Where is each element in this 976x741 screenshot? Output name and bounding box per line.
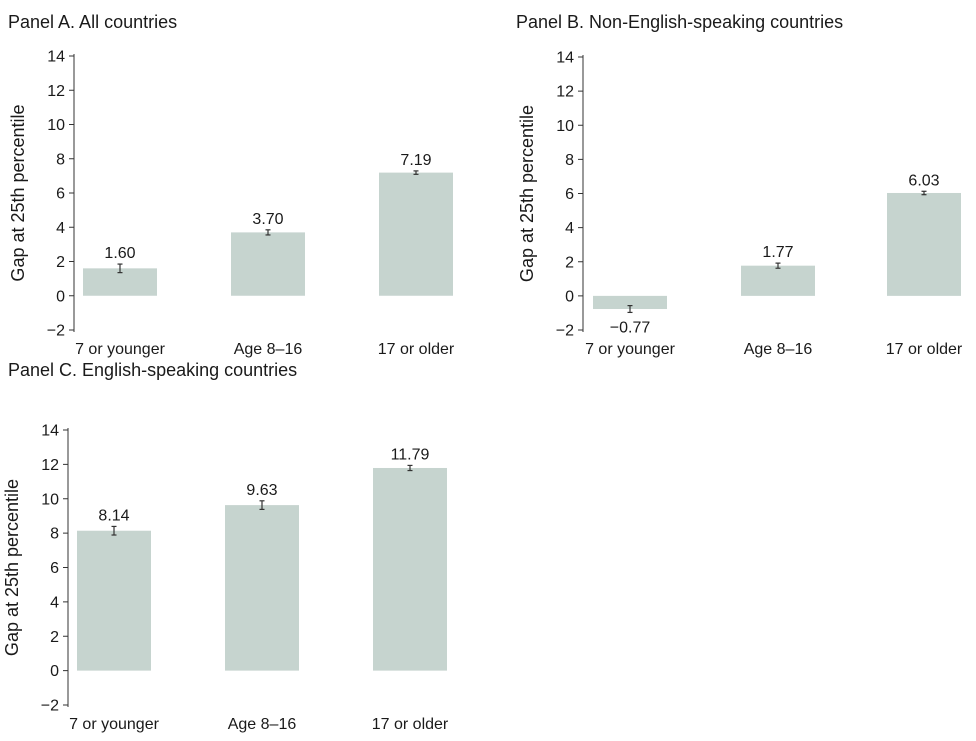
panel-title: Panel C. English-speaking countries (8, 360, 297, 380)
x-tick-label: 17 or older (378, 341, 455, 358)
y-tick-label: 12 (41, 457, 59, 474)
y-tick-label: 0 (56, 288, 65, 305)
y-tick-label: 8 (56, 151, 65, 168)
x-tick-label: Age 8–16 (744, 341, 813, 358)
panel-b: Panel B. Non-English-speaking countries −… (516, 12, 963, 358)
y-tick-label: 14 (47, 49, 65, 66)
bar (373, 467, 447, 671)
y-tick-label: 8 (565, 152, 574, 169)
bar (741, 265, 815, 296)
y-tick-label: 2 (56, 254, 65, 271)
y-tick-label: 0 (565, 288, 574, 305)
x-tick-label: 7 or younger (585, 341, 676, 358)
y-tick-label: 4 (50, 594, 59, 611)
data-label: 8.14 (98, 507, 129, 524)
y-tick-label: 12 (556, 84, 574, 101)
panel-title: Panel A. All countries (8, 12, 177, 32)
bar (379, 172, 453, 296)
bar (77, 530, 151, 671)
y-tick-label: 6 (565, 186, 574, 203)
data-label: 9.63 (246, 482, 277, 499)
bar (887, 192, 961, 296)
x-tick-label: Age 8–16 (234, 341, 303, 358)
y-tick-label: 2 (565, 254, 574, 271)
y-tick-label: 10 (41, 491, 59, 508)
x-tick-label: 7 or younger (69, 716, 160, 733)
y-tick-label: 8 (50, 526, 59, 543)
x-tick-label: 17 or older (372, 716, 449, 733)
y-axis-title: Gap at 25th percentile (8, 104, 28, 281)
y-axis-title: Gap at 25th percentile (517, 105, 537, 282)
data-label: 3.70 (252, 211, 283, 228)
y-tick-label: −2 (41, 698, 59, 715)
bar (231, 232, 305, 296)
y-tick-label: 12 (47, 83, 65, 100)
y-tick-label: 4 (565, 220, 574, 237)
y-tick-label: 0 (50, 663, 59, 680)
bar (225, 505, 299, 671)
y-tick-label: 14 (556, 50, 574, 67)
y-tick-label: 10 (556, 118, 574, 135)
y-tick-label: 2 (50, 629, 59, 646)
y-axis-title: Gap at 25th percentile (2, 479, 22, 656)
y-tick-label: 6 (56, 186, 65, 203)
y-tick-label: −2 (47, 323, 65, 340)
y-tick-label: 4 (56, 220, 65, 237)
y-tick-label: 6 (50, 560, 59, 577)
data-label: 1.77 (762, 244, 793, 261)
data-label: 11.79 (391, 446, 430, 463)
x-tick-label: 17 or older (886, 341, 963, 358)
y-tick-label: 14 (41, 423, 59, 440)
y-tick-label: 10 (47, 117, 65, 134)
panel-a: Panel A. All countries −2 0 2 4 6 8 10 12 14 Gap a… (8, 12, 455, 358)
y-tick-label: −2 (556, 323, 574, 340)
data-label: 7.19 (400, 152, 431, 169)
data-label: −0.77 (610, 319, 651, 336)
panel-c: Panel C. English-speaking countries −2 0 2 4… (2, 360, 449, 733)
data-label: 1.60 (104, 245, 135, 262)
x-tick-label: 7 or younger (75, 341, 166, 358)
x-tick-label: Age 8–16 (228, 716, 297, 733)
panel-title: Panel B. Non-English-speaking countries (516, 12, 843, 32)
bar (593, 295, 667, 310)
data-label: 6.03 (908, 172, 939, 189)
